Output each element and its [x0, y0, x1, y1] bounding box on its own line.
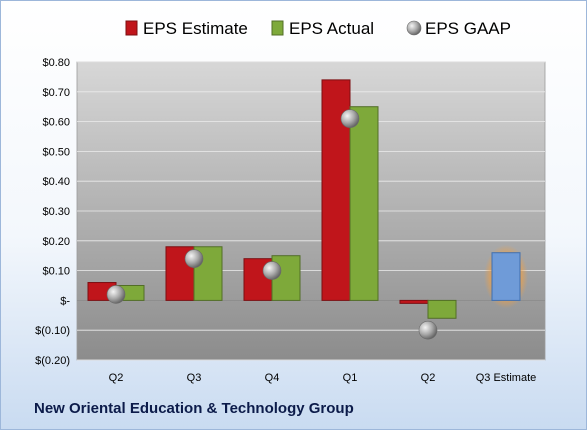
legend-swatch: [406, 20, 422, 36]
eps-gaap-marker: [106, 285, 126, 304]
eps-estimate-bar: [165, 246, 195, 301]
legend-swatch: [271, 20, 284, 36]
company-name: New Oriental Education & Technology Grou…: [34, 400, 354, 417]
y-tick-label: $0.80: [42, 57, 70, 69]
x-tick-label: Q1: [343, 372, 358, 384]
eps-actual-bar: [427, 299, 457, 319]
x-tick-label: Q2: [109, 372, 124, 384]
eps-estimate-bar: [399, 299, 429, 304]
legend-label: EPS Actual: [289, 19, 374, 38]
y-tick-label: $0.40: [42, 176, 70, 188]
legend-swatch: [125, 20, 138, 36]
y-tick-label: $0.10: [42, 266, 70, 278]
y-tick-label: $0.20: [42, 236, 70, 248]
eps-gaap-marker: [340, 109, 360, 128]
eps-forecast-bar: [491, 252, 521, 301]
legend-label: EPS GAAP: [425, 19, 511, 38]
x-tick-label: Q3: [187, 372, 202, 384]
y-tick-label: $(0.20): [35, 355, 70, 367]
y-tick-label: $(0.10): [35, 325, 70, 337]
y-tick-label: $-: [60, 295, 70, 307]
eps-gaap-marker: [184, 249, 204, 268]
eps-actual-bar: [349, 106, 379, 301]
x-tick-label: Q3 Estimate: [476, 372, 537, 384]
legend-label: EPS Estimate: [143, 19, 248, 38]
eps-gaap-marker: [262, 261, 282, 280]
y-tick-label: $0.50: [42, 146, 70, 158]
x-tick-label: Q2: [421, 372, 436, 384]
y-tick-label: $0.70: [42, 87, 70, 99]
y-tick-label: $0.30: [42, 206, 70, 218]
y-tick-label: $0.60: [42, 117, 70, 129]
eps-gaap-marker: [418, 320, 438, 340]
x-tick-label: Q4: [265, 372, 280, 384]
